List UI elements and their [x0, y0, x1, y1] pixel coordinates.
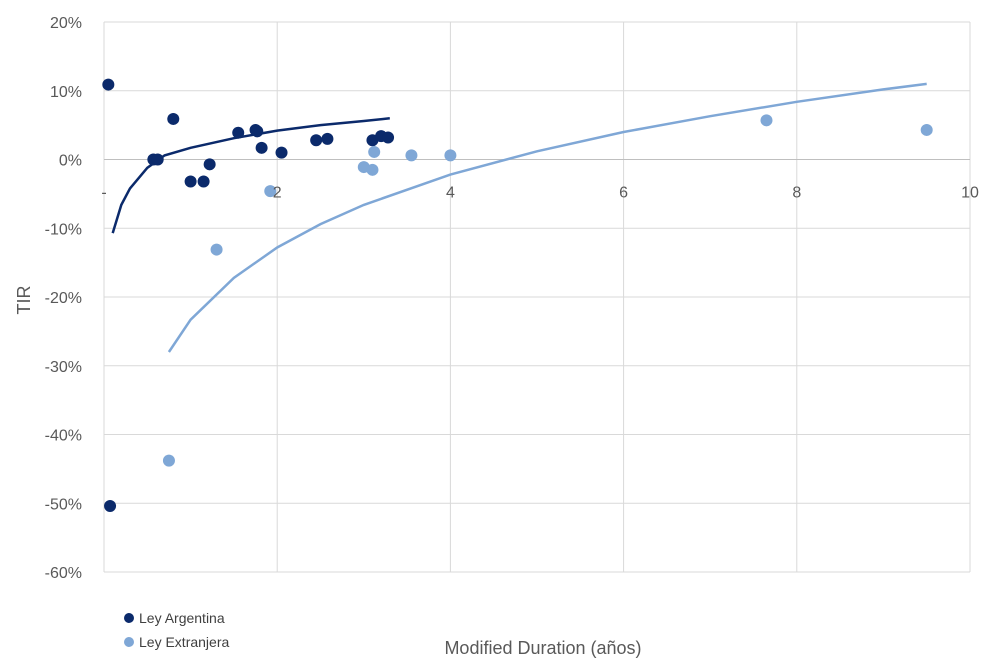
x-tick-label: -: [101, 185, 106, 202]
x-tick-label: 10: [961, 185, 979, 202]
point-argentina: [203, 158, 216, 171]
point-argentina: [251, 125, 264, 138]
x-axis-label: Modified Duration (años): [444, 638, 641, 658]
trendlines: [111, 82, 927, 353]
point-extranjera: [264, 185, 277, 198]
point-argentina: [255, 141, 268, 154]
data-points: [102, 78, 933, 512]
point-extranjera: [405, 149, 418, 162]
legend-marker-argentina: [124, 613, 134, 623]
point-argentina: [321, 132, 334, 145]
trendline-extranjera: [167, 82, 927, 353]
point-extranjera: [760, 114, 773, 127]
y-tick-label: 10%: [50, 84, 82, 101]
x-tick-label: 8: [792, 185, 801, 202]
x-tick-label: 4: [446, 185, 455, 202]
point-argentina: [232, 126, 245, 139]
point-extranjera: [210, 243, 223, 256]
legend-label-argentina: Ley Argentina: [139, 610, 225, 626]
y-tick-label: 0%: [59, 153, 82, 170]
point-argentina: [184, 175, 197, 188]
point-argentina: [151, 153, 164, 166]
y-tick-label: -10%: [45, 221, 82, 238]
legend-item-extranjera: Ley Extranjera: [124, 634, 229, 650]
y-tick-label: -60%: [45, 565, 82, 582]
x-tick-labels: - 2 4 6 8 10: [101, 185, 979, 202]
point-argentina: [310, 134, 323, 147]
point-argentina: [167, 112, 180, 125]
point-argentina: [197, 175, 210, 188]
x-tick-label: 6: [619, 185, 628, 202]
point-extranjera: [368, 145, 381, 158]
y-tick-label: -20%: [45, 290, 82, 307]
point-argentina: [382, 131, 395, 144]
y-axis-label: TIR: [14, 286, 34, 315]
y-tick-label: -40%: [45, 428, 82, 445]
point-argentina: [104, 500, 117, 512]
trendline-argentina: [111, 117, 390, 234]
x-tick-label: 2: [273, 185, 282, 202]
point-extranjera: [366, 163, 379, 176]
legend-label-extranjera: Ley Extranjera: [139, 634, 229, 650]
y-tick-label: -30%: [45, 359, 82, 376]
legend-marker-extranjera: [124, 637, 134, 647]
legend-item-argentina: Ley Argentina: [124, 610, 225, 626]
legend: Ley Argentina Ley Extranjera: [124, 610, 229, 650]
point-argentina: [102, 78, 115, 91]
point-extranjera: [920, 123, 933, 136]
point-argentina: [275, 146, 288, 159]
point-extranjera: [444, 149, 457, 162]
y-tick-label: 20%: [50, 15, 82, 32]
y-tick-label: -50%: [45, 496, 82, 513]
point-extranjera: [162, 454, 175, 467]
y-tick-labels: 20% 10% 0% -10% -20% -30% -40% -50% -60%: [45, 15, 82, 582]
gridlines: [103, 21, 971, 573]
